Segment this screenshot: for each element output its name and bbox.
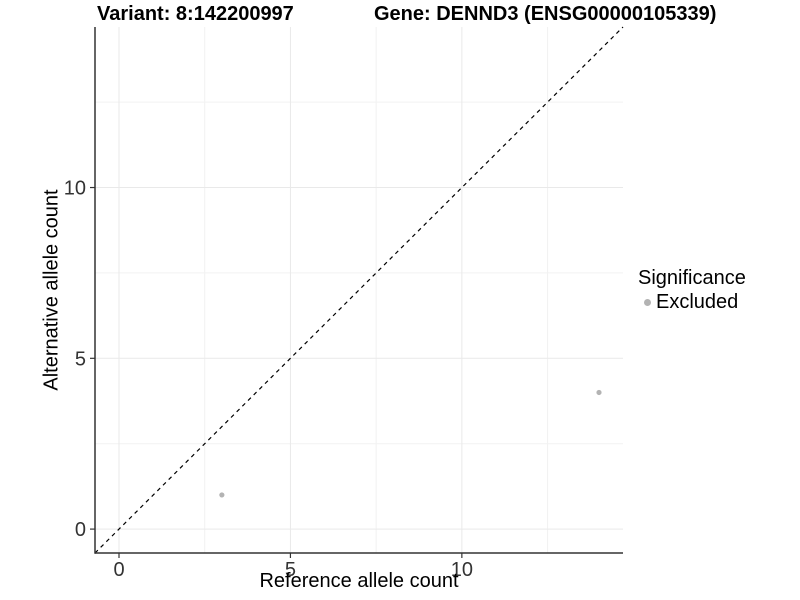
- x-tick-label: 5: [285, 559, 296, 581]
- y-tick-label: 0: [75, 519, 86, 541]
- legend: Significance Excluded: [638, 266, 746, 314]
- legend-item-excluded: Excluded: [638, 290, 746, 314]
- plot-title-variant: Variant: 8:142200997: [97, 3, 294, 25]
- x-axis-title: Reference allele count: [259, 570, 459, 592]
- data-point: [596, 389, 602, 396]
- y-tick-label: 5: [75, 348, 86, 370]
- x-tick-label: 0: [113, 559, 124, 581]
- y-axis-title: Alternative allele count: [40, 189, 63, 391]
- legend-point-icon: [644, 298, 651, 306]
- plot-title-gene: Gene: DENND3 (ENSG00000105339): [374, 3, 717, 25]
- legend-item-label: Excluded: [656, 291, 739, 313]
- y-tick-label: 10: [64, 178, 86, 200]
- x-tick-label: 10: [451, 559, 473, 581]
- legend-title: Significance: [638, 267, 746, 289]
- identity-line: [94, 26, 624, 554]
- data-point: [219, 492, 225, 498]
